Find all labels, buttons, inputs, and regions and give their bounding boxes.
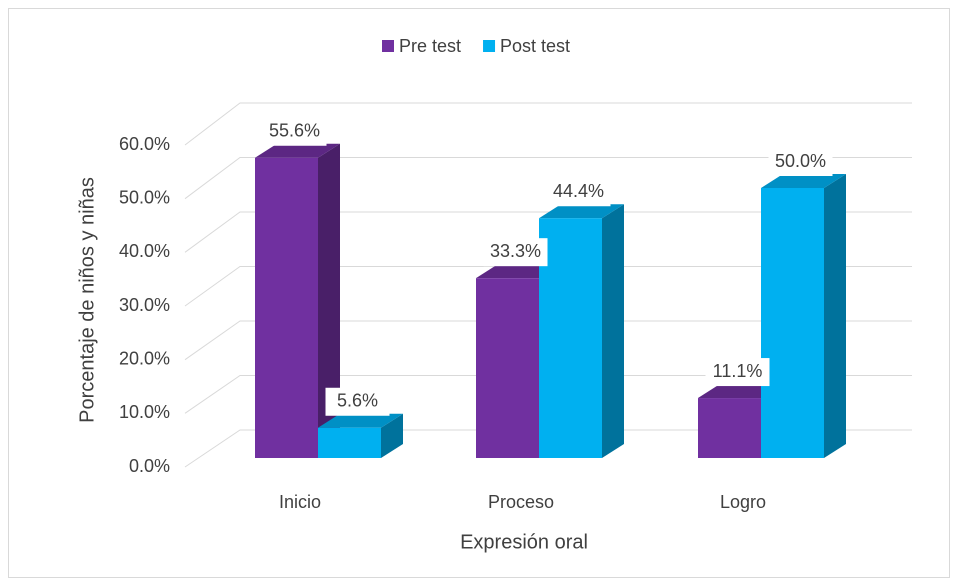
- y-tick-label: 50.0%: [119, 187, 170, 207]
- bar-top: [318, 413, 403, 428]
- bar-top: [255, 143, 340, 158]
- y-tick-label: 40.0%: [119, 241, 170, 261]
- grid-line: [184, 102, 912, 146]
- value-label: 5.6%: [337, 391, 378, 411]
- bar-top: [539, 204, 624, 219]
- value-label: 44.4%: [553, 181, 604, 201]
- legend-swatch: [483, 40, 496, 52]
- bar: [476, 278, 539, 458]
- value-label-bg: [325, 387, 390, 416]
- grid-line: [184, 157, 912, 200]
- value-label-bg: [705, 358, 770, 387]
- value-label: 11.1%: [713, 361, 763, 381]
- x-tick-label: Logro: [720, 492, 766, 512]
- x-axis-title: Expresión oral: [460, 531, 588, 553]
- grid-line: [184, 266, 912, 307]
- bar-side: [318, 143, 340, 458]
- bar-top: [761, 174, 846, 188]
- bar: [539, 218, 602, 458]
- y-tick-label: 0.0%: [129, 456, 170, 476]
- value-label-bg: [483, 238, 548, 267]
- bar: [698, 398, 761, 458]
- bar: [255, 157, 318, 458]
- y-tick-label: 20.0%: [119, 348, 170, 368]
- value-label-bg: [262, 117, 327, 146]
- bar-side: [381, 413, 403, 458]
- y-tick-label: 30.0%: [119, 295, 170, 315]
- y-tick-label: 60.0%: [119, 134, 170, 154]
- grid-line: [184, 429, 912, 468]
- legend-label: Pre test: [399, 36, 461, 56]
- value-label: 50.0%: [775, 151, 826, 171]
- bar: [318, 427, 381, 458]
- bar-side: [602, 204, 624, 458]
- y-tick-label: 10.0%: [119, 402, 170, 422]
- bar: [761, 188, 824, 458]
- value-label-bg: [768, 148, 833, 176]
- grid-line: [184, 320, 912, 361]
- legend-label: Post test: [500, 36, 570, 56]
- x-tick-label: Proceso: [488, 492, 554, 512]
- grid-line: [184, 375, 912, 414]
- y-axis-title: Porcentaje de niños y niñas: [76, 177, 98, 423]
- value-label-bg: [546, 178, 611, 207]
- value-label: 55.6%: [269, 121, 320, 141]
- bar-side: [824, 174, 846, 458]
- value-label: 33.3%: [490, 241, 541, 261]
- grid-line: [184, 211, 912, 253]
- x-tick-label: Inicio: [279, 492, 321, 512]
- legend-swatch: [382, 40, 394, 52]
